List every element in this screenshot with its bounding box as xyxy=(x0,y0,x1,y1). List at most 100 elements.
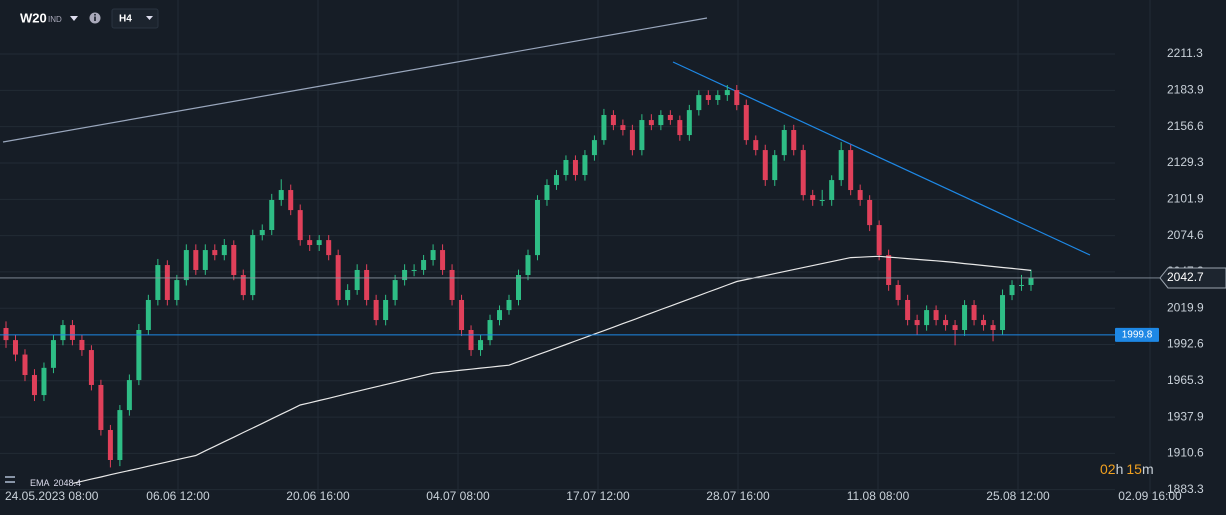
candle-body xyxy=(677,120,683,136)
candle-body xyxy=(60,325,66,341)
y-tick-label: 2183.9 xyxy=(1167,83,1204,97)
trend-line[interactable] xyxy=(672,61,1091,256)
grid xyxy=(0,0,1151,494)
candle-body xyxy=(250,235,256,296)
candle-body xyxy=(857,190,863,200)
candle-body xyxy=(971,305,977,321)
candle-body xyxy=(829,180,835,200)
candle-body xyxy=(895,284,901,300)
candle-body xyxy=(326,240,332,256)
candle-body xyxy=(525,255,531,276)
legend-value: 2048.4 xyxy=(54,478,82,488)
candle-body xyxy=(981,320,987,326)
candle-body xyxy=(743,105,749,141)
candle-body xyxy=(487,320,493,341)
candle-body xyxy=(506,299,512,311)
y-tick-label: 2129.3 xyxy=(1167,155,1204,169)
candle-body xyxy=(629,130,635,151)
candle-body xyxy=(345,290,351,300)
legend-icon xyxy=(5,476,15,478)
candle-body xyxy=(31,375,37,396)
dropdown-arrow[interactable] xyxy=(70,16,78,21)
exchange: IND xyxy=(48,15,62,24)
candle-body xyxy=(202,250,208,270)
candle-body xyxy=(22,354,28,376)
candle-body xyxy=(886,255,892,285)
countdown-h: h xyxy=(1116,461,1124,477)
candle-body xyxy=(715,95,721,100)
candle-body xyxy=(810,195,816,200)
countdown: 02h 15m xyxy=(1100,461,1154,477)
candle-body xyxy=(753,140,759,151)
candle-body xyxy=(497,310,503,321)
candle-body xyxy=(667,115,673,121)
candle-body xyxy=(231,245,237,276)
candle-body xyxy=(943,320,949,326)
candle-body xyxy=(459,299,465,330)
candle-body xyxy=(41,367,47,396)
candle-body xyxy=(648,120,654,126)
candle-body xyxy=(478,340,484,351)
candle-body xyxy=(440,250,446,270)
candle-body xyxy=(316,240,322,246)
candle-body xyxy=(772,155,778,181)
candle-body xyxy=(601,115,607,141)
candle-body xyxy=(1000,295,1006,330)
dropdown-arrow xyxy=(146,16,153,20)
candle-body xyxy=(212,250,218,256)
candle-body xyxy=(98,384,104,430)
candle-body xyxy=(155,265,161,300)
candle-body xyxy=(288,190,294,211)
candle-body xyxy=(819,199,825,201)
x-tick-label: 28.07 16:00 xyxy=(706,489,770,503)
candle-body xyxy=(136,329,142,381)
timeframe-box[interactable] xyxy=(111,8,159,29)
candle-body xyxy=(297,210,303,241)
candle-body xyxy=(724,90,730,96)
timeframe: H4 xyxy=(119,14,132,25)
level-label-box xyxy=(1115,327,1159,342)
candle-body xyxy=(933,310,939,321)
candle-body xyxy=(914,320,920,326)
info-icon-bar xyxy=(94,16,96,21)
y-tick-label: 2101.9 xyxy=(1167,191,1204,205)
candle-body xyxy=(430,250,436,261)
y-tick-label: 2156.6 xyxy=(1167,119,1204,133)
x-tick-label: 11.08 08:00 xyxy=(847,489,910,503)
countdown-hours: 02 xyxy=(1100,461,1116,477)
candle-body xyxy=(164,265,170,300)
candle-body xyxy=(411,269,417,271)
candle-body xyxy=(12,340,18,355)
candle-body xyxy=(800,150,806,196)
candle-body xyxy=(563,160,569,176)
candle-body xyxy=(686,110,692,136)
legend-ema: EMA 2048.4 xyxy=(30,478,81,488)
plot xyxy=(0,84,1160,484)
candle-body xyxy=(762,150,768,181)
candle-body xyxy=(658,115,664,126)
y-tick-label: 1937.9 xyxy=(1167,409,1204,423)
candle-body xyxy=(421,260,427,270)
countdown-m: m xyxy=(1142,461,1154,477)
candle-body xyxy=(734,90,740,106)
candle-body xyxy=(240,275,246,296)
x-tick-label: 04.07 08:00 xyxy=(426,489,490,503)
price-label-box xyxy=(1159,267,1226,289)
candle-body xyxy=(383,299,389,321)
x-tick-label: 24.05.2023 08:00 xyxy=(5,489,99,503)
y-tick-label: 1883.3 xyxy=(1167,482,1204,496)
candle-body xyxy=(1009,284,1015,296)
y-tick-label: 1965.3 xyxy=(1167,373,1204,387)
trend-line[interactable] xyxy=(2,17,708,143)
candle-body xyxy=(259,230,265,236)
candle-body xyxy=(69,325,75,340)
x-tick-label: 20.06 16:00 xyxy=(286,489,350,503)
candle-body xyxy=(126,380,132,411)
price-label: 2042.7 xyxy=(1167,270,1204,284)
candle-body xyxy=(639,120,645,151)
symbol[interactable]: W20 xyxy=(20,10,47,25)
candle-body xyxy=(183,250,189,281)
candle-body xyxy=(610,115,616,126)
